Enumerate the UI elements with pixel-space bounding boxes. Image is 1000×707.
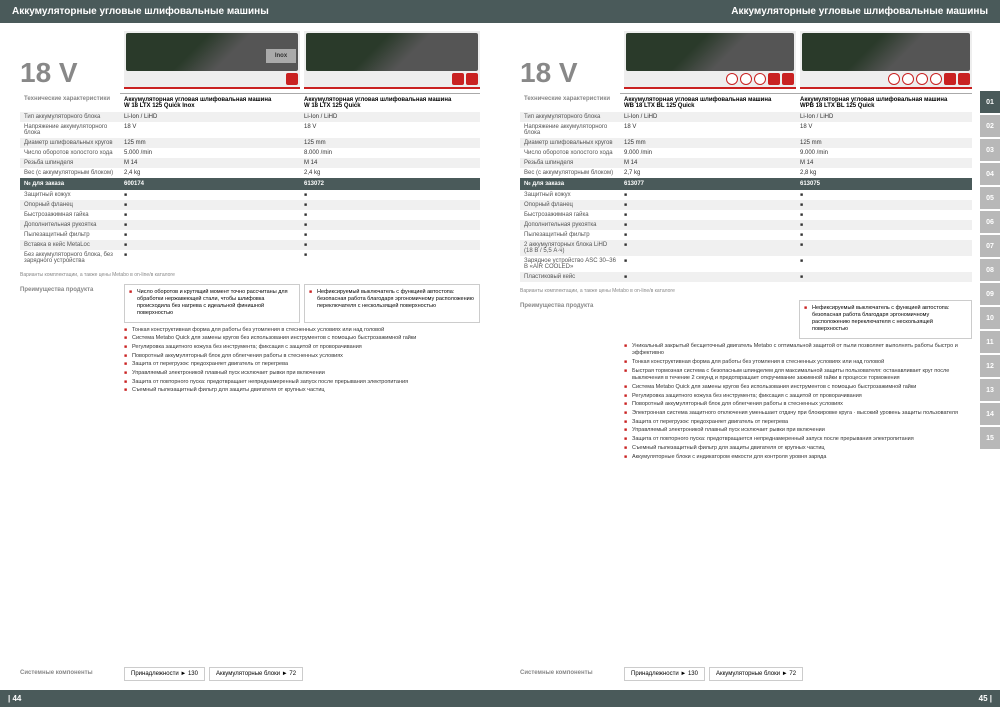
bullet-item: Система Metabo Quick для замены кругов б… — [124, 335, 480, 343]
sidebar-tab-02[interactable]: 02 — [980, 115, 1000, 137]
sidebar-tab-07[interactable]: 07 — [980, 235, 1000, 257]
advantages: Преимущества продукта Нефиксируемый выкл… — [520, 300, 972, 339]
spec-row: Вес (с аккумуляторным блоком)2,4 kg2,4 k… — [20, 168, 480, 178]
voltage-badge: 18 V — [20, 31, 120, 89]
scope-row: Опорный фланец — [520, 200, 972, 210]
bullet-item: Система Metabo Quick для замены кругов б… — [624, 384, 972, 392]
bullet-item: Защита от повторного пуска: предотвращае… — [124, 379, 480, 387]
bullet-item: Управляемый электроникой плавный пуск ис… — [624, 427, 972, 435]
spec-row: Число оборотов холостого хода5.000 /min8… — [20, 148, 480, 158]
sidebar-tabs: 010203040506070809101112131415 — [980, 91, 1000, 449]
sidebar-tab-06[interactable]: 06 — [980, 211, 1000, 233]
scope-row: Пылезащитный фильтр — [20, 230, 480, 240]
scope-row: 2 аккумуляторных блока LiHD (18 В / 5,5 … — [520, 240, 972, 256]
bullet-item: Электронная система защитного отключения… — [624, 410, 972, 418]
voltage-badge: 18 V — [520, 31, 620, 89]
scope-row: Без аккумуляторного блока, без зарядного… — [20, 250, 480, 266]
bullet-item: Защита от перегрузок: предохраняет двига… — [624, 419, 972, 427]
inox-badge: Inox — [266, 49, 296, 63]
footnote: Варианты комплектации, а также цены Meta… — [520, 288, 972, 294]
spec-header: Технические характеристики Аккумуляторна… — [520, 93, 972, 112]
spec-header: Технические характеристики Аккумуляторна… — [20, 93, 480, 112]
bullet-item: Регулировка защитного кожуха без инструм… — [124, 344, 480, 352]
page-number-left: | 44 — [0, 690, 500, 707]
scope-row: Вставка в кейс MetaLoc — [20, 240, 480, 250]
scope-row: Защитный кожух — [520, 190, 972, 200]
page-right: Аккумуляторные угловые шлифовальные маши… — [500, 0, 1000, 707]
spec-row: Вес (с аккумуляторным блоком)2,7 kg2,8 k… — [520, 168, 972, 178]
scope-row: Пластиковый кейс — [520, 272, 972, 282]
sidebar-tab-11[interactable]: 11 — [980, 331, 1000, 353]
bullet-item: Регулировка защитного кожуха без инструм… — [624, 393, 972, 401]
footer-refs: Системные компоненты Принадлежности ► 13… — [520, 667, 803, 681]
sidebar-tab-05[interactable]: 05 — [980, 187, 1000, 209]
product-image-3 — [624, 31, 796, 89]
products-row: 18 V Inox — [20, 31, 480, 89]
sidebar-tab-01[interactable]: 01 — [980, 91, 1000, 113]
scope-row: Быстрозажимная гайка — [20, 210, 480, 220]
bullet-item: Управляемый электроникой плавный пуск ис… — [124, 370, 480, 378]
bullet-item: Уникальный закрытый бесщеточный двигател… — [624, 343, 972, 358]
content-right: 18 V Технические характеристики Аккумуля… — [500, 23, 1000, 707]
scope-row: Зарядное устройство ASC 30–36 В «AIR COO… — [520, 256, 972, 272]
spec-row: Диаметр шлифовальных кругов125 mm125 mm — [520, 138, 972, 148]
scope-row: Защитный кожух — [20, 190, 480, 200]
scope-row: Опорный фланец — [20, 200, 480, 210]
sidebar-tab-14[interactable]: 14 — [980, 403, 1000, 425]
bullet-list: Уникальный закрытый бесщеточный двигател… — [624, 343, 972, 462]
product-image-4 — [800, 31, 972, 89]
sidebar-tab-03[interactable]: 03 — [980, 139, 1000, 161]
page-left: Аккумуляторные угловые шлифовальные маши… — [0, 0, 500, 707]
bullet-item: Тонкая конструктивная форма для работы б… — [124, 327, 480, 335]
scope-row: Пылезащитный фильтр — [520, 230, 972, 240]
bullet-item: Поворотный аккумуляторный блок для облег… — [124, 353, 480, 361]
content-left: 18 V Inox Технические характеристики Акк… — [0, 23, 500, 707]
footer-refs: Системные компоненты Принадлежности ► 13… — [20, 667, 303, 681]
bullet-item: Защита от перегрузок: предохраняет двига… — [124, 361, 480, 369]
sidebar-tab-13[interactable]: 13 — [980, 379, 1000, 401]
spec-row: Напряжение аккумуляторного блока18 V18 V — [520, 122, 972, 138]
spec-row: Тип аккумуляторного блокаLi-Ion / LiHDLi… — [520, 112, 972, 122]
footnote: Варианты комплектации, а также цены Meta… — [20, 272, 480, 278]
product-image-2 — [304, 31, 480, 89]
sidebar-tab-08[interactable]: 08 — [980, 259, 1000, 281]
spec-row: Резьба шпинделяM 14M 14 — [520, 158, 972, 168]
spec-row: Напряжение аккумуляторного блока18 V18 V — [20, 122, 480, 138]
bullet-item: Тонкая конструктивная форма для работы б… — [624, 359, 972, 367]
order-row: № для заказа 600174 613072 — [20, 178, 480, 190]
bullet-list: Тонкая конструктивная форма для работы б… — [124, 327, 480, 396]
products-row: 18 V — [520, 31, 972, 89]
sidebar-tab-15[interactable]: 15 — [980, 427, 1000, 449]
header-right: Аккумуляторные угловые шлифовальные маши… — [500, 0, 1000, 23]
bullet-item: Съемный пылезащитный фильтр для защиты д… — [124, 387, 480, 395]
scope-row: Быстрозажимная гайка — [520, 210, 972, 220]
sidebar-tab-12[interactable]: 12 — [980, 355, 1000, 377]
scope-row: Дополнительная рукоятка — [520, 220, 972, 230]
sidebar-tab-04[interactable]: 04 — [980, 163, 1000, 185]
bullet-item: Быстрая тормозная система с безопасным ш… — [624, 368, 972, 383]
bullet-item: Съемный пылезащитный фильтр для защиты д… — [624, 445, 972, 453]
header-left: Аккумуляторные угловые шлифовальные маши… — [0, 0, 500, 23]
order-row: № для заказа 613077 613075 — [520, 178, 972, 190]
sidebar-tab-10[interactable]: 10 — [980, 307, 1000, 329]
spec-row: Резьба шпинделяM 14M 14 — [20, 158, 480, 168]
scope-row: Дополнительная рукоятка — [20, 220, 480, 230]
page-number-right: 45 | — [500, 690, 1000, 707]
bullet-item: Защита от повторного пуска: предотвращае… — [624, 436, 972, 444]
spec-row: Диаметр шлифовальных кругов125 mm125 mm — [20, 138, 480, 148]
spec-row: Тип аккумуляторного блокаLi-Ion / LiHDLi… — [20, 112, 480, 122]
spec-table: Технические характеристики Аккумуляторна… — [520, 93, 972, 282]
spec-row: Число оборотов холостого хода9.000 /min9… — [520, 148, 972, 158]
sidebar-tab-09[interactable]: 09 — [980, 283, 1000, 305]
bullet-item: Поворотный аккумуляторный блок для облег… — [624, 401, 972, 409]
spec-table: Технические характеристики Аккумуляторна… — [20, 93, 480, 266]
bullet-item: Аккумуляторные блоки с индикатором емкос… — [624, 454, 972, 462]
advantages: Преимущества продукта Число оборотов и к… — [20, 284, 480, 323]
product-image-1: Inox — [124, 31, 300, 89]
